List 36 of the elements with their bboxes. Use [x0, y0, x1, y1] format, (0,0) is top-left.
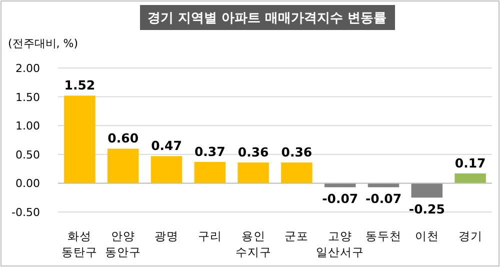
data-label: 1.52 — [64, 78, 96, 93]
data-label: -0.07 — [365, 191, 402, 206]
bar — [411, 183, 443, 198]
x-tick-label: 고양 일산서구 — [316, 229, 364, 259]
y-tick-label: -0.50 — [12, 206, 40, 219]
x-tick-label: 안양 동안구 — [105, 229, 142, 259]
x-tick-label: 화성 동탄구 — [62, 229, 98, 259]
y-tick-label: 1.50 — [16, 90, 40, 104]
bar — [64, 96, 96, 184]
chart-title: 경기 지역별 아파트 매매가격지수 변동률 — [147, 11, 387, 26]
bar — [107, 148, 139, 184]
x-tick-label: 구리 — [198, 229, 222, 243]
bar — [194, 162, 226, 184]
data-label: 0.36 — [281, 144, 312, 160]
x-tick-label: 경기 — [458, 229, 482, 243]
bar — [281, 162, 312, 184]
y-tick-label: 2.00 — [16, 62, 40, 75]
y-tick-label: 1.00 — [16, 120, 40, 133]
bar — [150, 156, 182, 184]
data-label: -0.25 — [408, 202, 445, 217]
y-tick-label: 0.00 — [16, 177, 40, 190]
data-label: 0.17 — [454, 155, 486, 170]
data-label: -0.07 — [322, 191, 358, 206]
data-label: 0.36 — [238, 144, 270, 160]
bar — [238, 162, 269, 184]
x-tick-label: 광명 — [154, 229, 178, 243]
x-tick-label: 동두천 — [366, 229, 402, 243]
x-tick-label: 용인 수지구 — [235, 229, 272, 259]
data-label: 0.47 — [151, 138, 182, 154]
data-label: 0.37 — [194, 144, 226, 159]
x-tick-label: 이천 — [414, 229, 439, 243]
bar — [454, 173, 486, 184]
y-tick-label: 0.50 — [16, 148, 40, 162]
data-label: 0.60 — [108, 130, 139, 146]
y-axis-title: (전주대비, %) — [8, 37, 78, 50]
x-tick-label: 군포 — [284, 229, 309, 243]
